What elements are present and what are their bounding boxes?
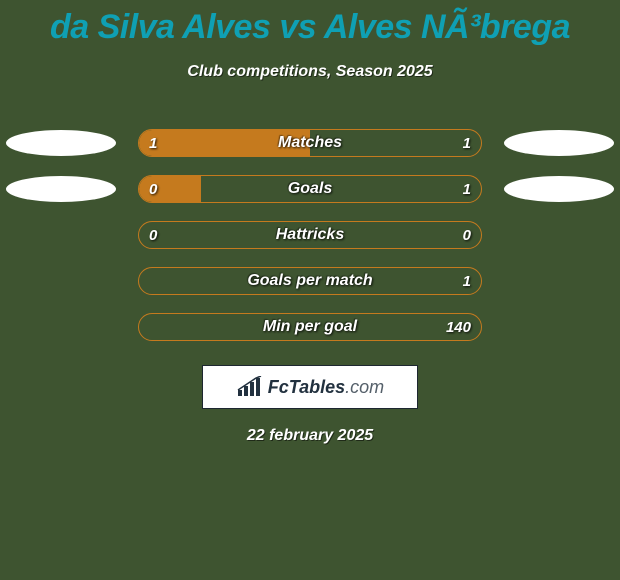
stat-value-right: 140 [446, 314, 471, 340]
stat-bar: 11Matches [138, 129, 482, 157]
stat-label: Min per goal [139, 314, 481, 340]
stat-rows: 11Matches01Goals00Hattricks1Goals per ma… [0, 123, 620, 353]
player-right-marker [504, 176, 614, 202]
logo-text-bold: FcTables [268, 377, 345, 397]
player-left-marker [6, 176, 116, 202]
player-left-marker [6, 130, 116, 156]
stat-value-right: 1 [463, 130, 471, 156]
stat-row: 01Goals [0, 169, 620, 215]
stat-row: 0 0Hattricks [0, 215, 620, 261]
stat-bar-fill [139, 130, 310, 156]
stat-value-right: 1 [463, 268, 471, 294]
stat-label: Hattricks [139, 222, 481, 248]
player-right-marker [504, 130, 614, 156]
stat-value-left: 0 [149, 222, 157, 248]
stat-value-right: 0 [463, 222, 471, 248]
stat-row: 11Matches [0, 123, 620, 169]
stat-bar-fill [139, 176, 201, 202]
stat-bar: 01Goals [138, 175, 482, 203]
stat-bar: 0 0Hattricks [138, 221, 482, 249]
stat-bar: 140Min per goal [138, 313, 482, 341]
stat-value-right: 1 [463, 176, 471, 202]
stat-label: Goals per match [139, 268, 481, 294]
logo[interactable]: FcTables.com [202, 365, 418, 409]
stat-row: 1Goals per match [0, 261, 620, 307]
logo-text: FcTables.com [268, 377, 384, 398]
page-title: da Silva Alves vs Alves NÃ³brega [0, 0, 620, 47]
subtitle: Club competitions, Season 2025 [0, 63, 620, 81]
comparison-card: da Silva Alves vs Alves NÃ³brega Club co… [0, 0, 620, 580]
chart-icon [236, 376, 262, 398]
stat-bar: 1Goals per match [138, 267, 482, 295]
logo-text-light: .com [345, 377, 384, 397]
date-text: 22 february 2025 [0, 427, 620, 445]
stat-row: 140Min per goal [0, 307, 620, 353]
